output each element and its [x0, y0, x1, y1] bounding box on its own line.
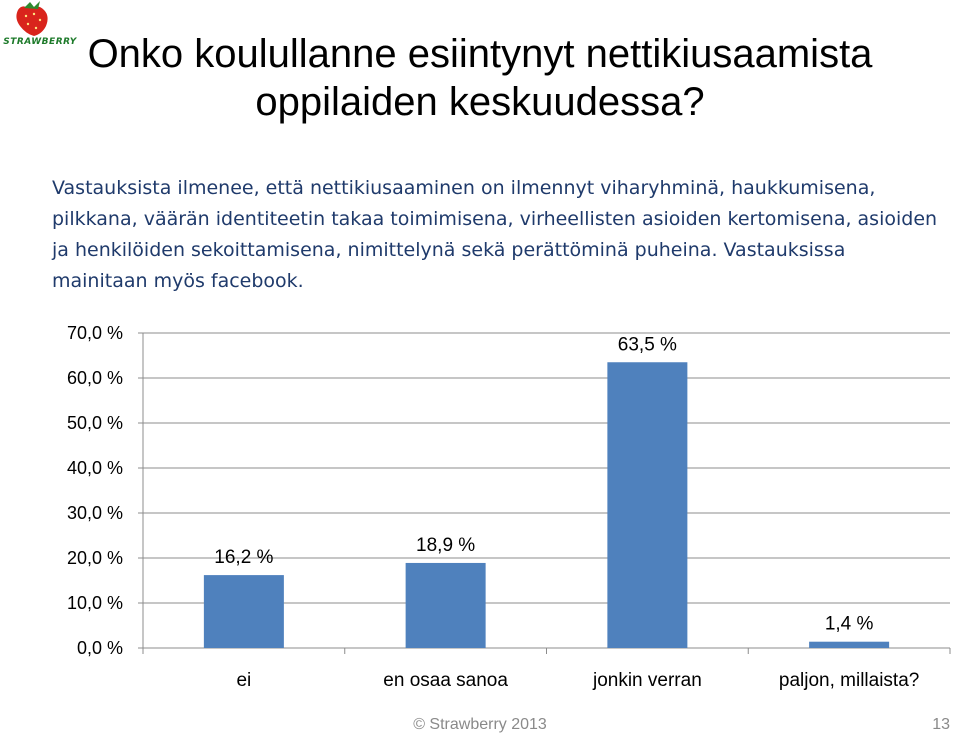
y-tick-label: 40,0 %	[67, 458, 123, 478]
category-label-3: paljon, millaista?	[779, 670, 919, 691]
y-tick-label: 70,0 %	[67, 323, 123, 343]
chart-data-labels: 16,2 % 18,9 % 63,5 % 1,4 %	[214, 334, 873, 634]
footer-copyright: © Strawberry 2013	[413, 716, 547, 733]
y-tick-label: 20,0 %	[67, 548, 123, 568]
data-label-0: 16,2 %	[214, 547, 273, 568]
data-label-1: 18,9 %	[416, 535, 475, 556]
y-axis: 0,0 % 10,0 % 20,0 % 30,0 % 40,0 % 50,0 % 60,0 …	[67, 323, 144, 658]
category-label-2: jonkin verran	[592, 670, 702, 691]
bar-2	[607, 362, 688, 648]
y-tick-label: 60,0 %	[67, 368, 123, 388]
chart-bars	[203, 362, 890, 648]
data-label-2: 63,5 %	[618, 334, 677, 355]
logo-text: STRAWBERRY	[3, 37, 77, 47]
bar-3	[809, 641, 890, 648]
page-number: 13	[932, 716, 950, 733]
slide-title: Onko koulullanne esiintynyt nettikiusaam…	[0, 30, 960, 126]
strawberry-logo: STRAWBERRY	[0, 0, 80, 52]
title-line-1: Onko koulullanne esiintynyt nettikiusaam…	[87, 32, 873, 76]
category-label-0: ei	[236, 670, 251, 691]
y-tick-label: 30,0 %	[67, 503, 123, 523]
strawberry-icon	[16, 1, 48, 36]
title-line-2: oppilaiden keskuudessa?	[255, 80, 705, 124]
category-label-1: en osaa sanoa	[383, 670, 508, 691]
y-tick-label: 50,0 %	[67, 413, 123, 433]
description-text: Vastauksista ilmenee, että nettikiusaami…	[52, 177, 938, 292]
x-axis: ei en osaa sanoa jonkin verran paljon, mill…	[142, 648, 951, 691]
data-label-3: 1,4 %	[825, 614, 874, 635]
y-tick-label: 10,0 %	[67, 593, 123, 613]
y-tick-label: 0,0 %	[77, 638, 123, 658]
bar-1	[405, 562, 486, 648]
bar-0	[203, 575, 284, 648]
